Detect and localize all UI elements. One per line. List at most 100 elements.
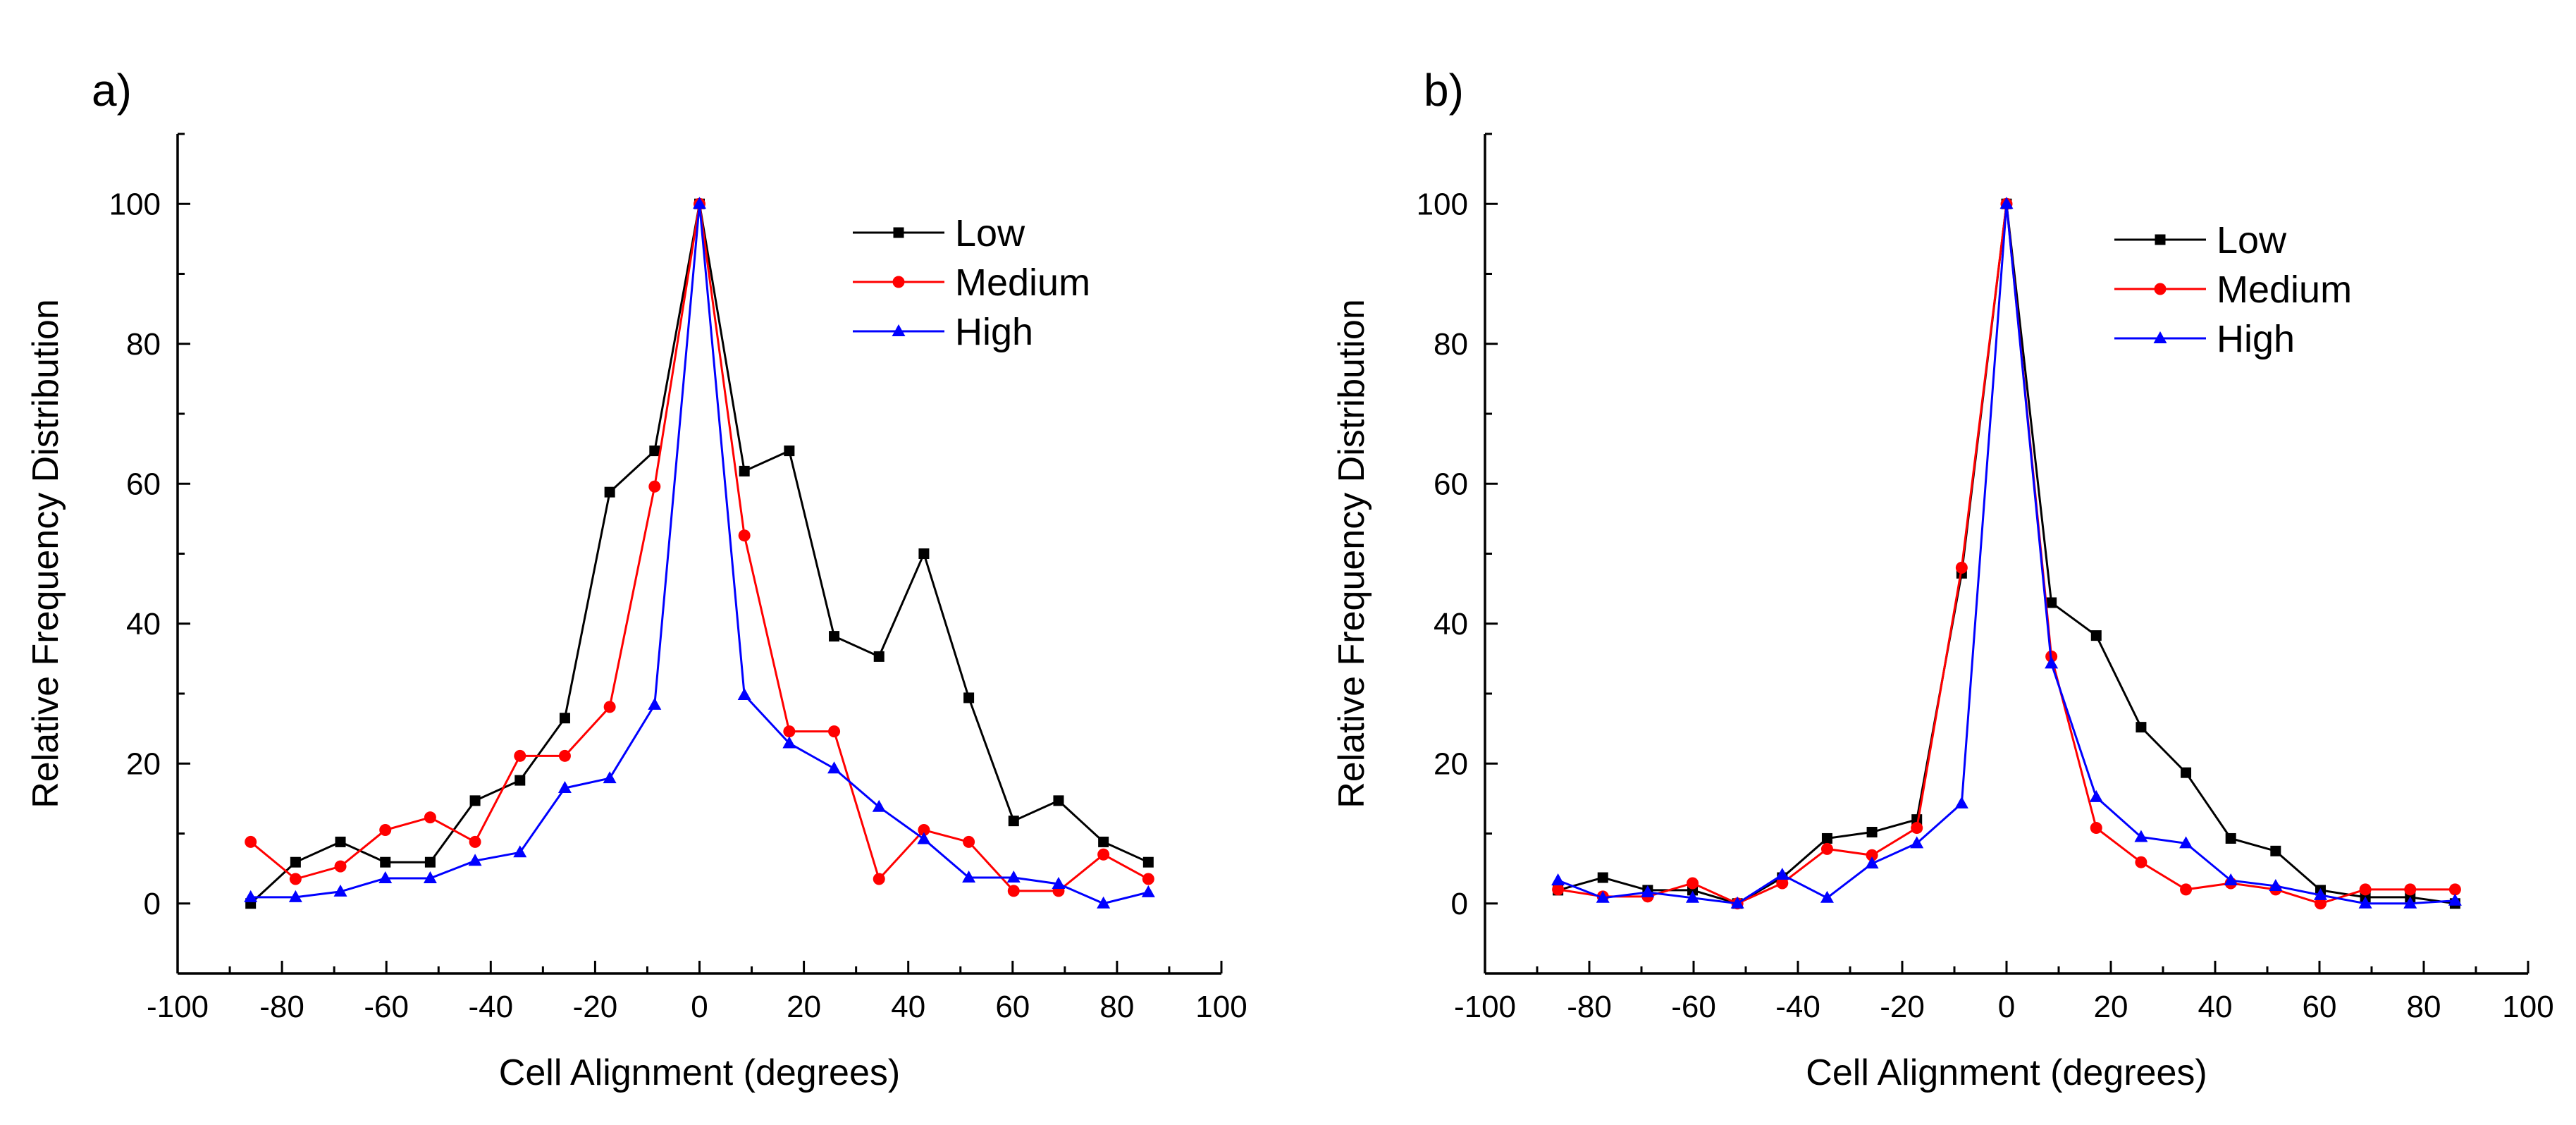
- data-point-high: [962, 871, 976, 883]
- data-point-low: [290, 856, 301, 868]
- legend-marker-low: [893, 227, 904, 238]
- data-point-low: [1597, 872, 1608, 883]
- x-tick-label: 0: [691, 990, 708, 1024]
- data-point-high: [1820, 890, 1834, 903]
- y-tick-label: 80: [1434, 327, 1468, 362]
- data-point-high: [1641, 885, 1655, 897]
- legend: Low Medium High: [2114, 219, 2352, 360]
- data-point-low: [424, 856, 436, 868]
- x-tick-label: -100: [147, 990, 209, 1024]
- data-point-medium: [334, 860, 347, 873]
- data-point-high: [782, 736, 796, 749]
- data-point-medium: [783, 725, 796, 738]
- x-tick-label: 20: [787, 990, 821, 1024]
- data-point-high: [423, 871, 437, 884]
- x-axis-title: Cell Alignment (degrees): [499, 1052, 900, 1093]
- y-tick-label: 0: [144, 887, 161, 921]
- data-point-low: [514, 775, 526, 786]
- data-point-high: [1551, 873, 1565, 885]
- data-point-high: [737, 687, 751, 700]
- data-point-medium: [648, 480, 661, 493]
- legend: Low Medium High: [853, 212, 1090, 353]
- data-point-medium: [1097, 848, 1110, 861]
- x-tick-label: 100: [2502, 990, 2553, 1024]
- data-point-medium: [1687, 877, 1699, 890]
- x-tick-label: 100: [1195, 990, 1247, 1024]
- data-point-medium: [2448, 883, 2461, 896]
- legend-label-medium: Medium: [955, 262, 1090, 304]
- data-point-high: [1999, 197, 2014, 209]
- data-point-high: [2403, 896, 2417, 909]
- data-point-high: [378, 871, 393, 884]
- data-point-low: [873, 651, 885, 662]
- data-point-medium: [1552, 883, 1565, 896]
- legend-marker-high: [2153, 331, 2167, 343]
- data-point-high: [1006, 871, 1021, 883]
- legend-label-low: Low: [2217, 219, 2287, 262]
- y-tick-label: 40: [126, 607, 161, 641]
- data-point-high: [1954, 796, 1968, 809]
- data-point-high: [872, 799, 886, 812]
- data-point-high: [2179, 836, 2193, 849]
- data-point-medium: [469, 835, 481, 848]
- y-axis-title: Relative Frequency Distribution: [1331, 299, 1372, 809]
- x-tick-label: -20: [1880, 990, 1925, 1024]
- data-point-low: [2270, 845, 2281, 856]
- legend-marker-low: [2155, 234, 2166, 245]
- series-line-high: [250, 204, 1149, 905]
- x-tick-label: 60: [995, 990, 1030, 1024]
- data-point-low: [2090, 630, 2102, 641]
- data-point-low: [469, 795, 481, 806]
- data-point-medium: [1955, 561, 1968, 574]
- data-point-low: [649, 445, 660, 457]
- data-point-medium: [424, 811, 436, 824]
- data-point-low: [2225, 832, 2236, 844]
- data-point-medium: [1007, 885, 1020, 897]
- x-tick-label: 80: [1099, 990, 1134, 1024]
- data-point-high: [244, 890, 258, 902]
- data-point-high: [468, 854, 482, 866]
- legend-label-medium: Medium: [2217, 269, 2352, 311]
- data-point-high: [1730, 896, 1744, 909]
- data-point-high: [1596, 890, 1610, 903]
- data-point-high: [1097, 896, 1111, 909]
- data-point-medium: [828, 725, 841, 738]
- data-point-high: [693, 197, 706, 209]
- data-point-medium: [2090, 822, 2102, 835]
- data-point-medium: [2359, 883, 2372, 896]
- data-point-high: [2358, 896, 2372, 909]
- data-point-medium: [1866, 849, 1878, 861]
- x-tick-label: 20: [2094, 990, 2128, 1024]
- chart-panel-a: -100 -80 -60 -40 -20 0 20 40 60 80 100 0 20 40 60 80 100…: [25, 65, 1247, 1093]
- data-point-medium: [1142, 873, 1154, 885]
- x-tick-label: 40: [891, 990, 925, 1024]
- series-line-low: [249, 203, 1149, 904]
- data-point-high: [1910, 836, 1924, 849]
- data-point-low: [1008, 816, 1019, 827]
- x-tick-label: -40: [469, 990, 514, 1024]
- series-low: [245, 198, 1154, 909]
- x-tick-label: -80: [1567, 990, 1612, 1024]
- data-point-high: [2313, 887, 2327, 900]
- data-point-low: [918, 548, 930, 559]
- data-point-low: [559, 713, 570, 724]
- data-point-high: [2224, 873, 2238, 885]
- data-point-high: [2269, 878, 2283, 891]
- data-point-low: [739, 465, 750, 477]
- y-tick-label: 20: [126, 746, 161, 781]
- data-point-high: [2134, 830, 2148, 842]
- data-point-medium: [2135, 856, 2147, 868]
- data-point-high: [827, 761, 842, 774]
- data-point-low: [1098, 836, 1109, 847]
- series-line-medium: [249, 204, 1150, 892]
- data-point-high: [333, 884, 347, 897]
- y-tick-label: 80: [126, 327, 161, 362]
- panel-label: b): [1424, 65, 1464, 116]
- y-axis-title: Relative Frequency Distribution: [25, 299, 66, 809]
- data-point-medium: [245, 835, 257, 848]
- data-point-low: [1142, 856, 1154, 868]
- data-point-low: [2046, 597, 2057, 608]
- data-point-medium: [2180, 883, 2193, 896]
- data-point-high: [648, 697, 662, 710]
- data-point-medium: [1911, 822, 1923, 835]
